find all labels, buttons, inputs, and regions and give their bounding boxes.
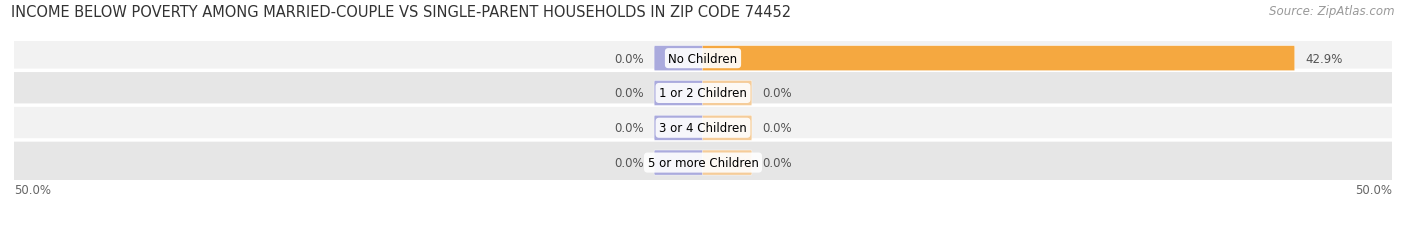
Text: 0.0%: 0.0% bbox=[762, 122, 792, 135]
Text: 0.0%: 0.0% bbox=[614, 52, 644, 65]
Text: No Children: No Children bbox=[668, 52, 738, 65]
FancyBboxPatch shape bbox=[10, 36, 1396, 82]
FancyBboxPatch shape bbox=[703, 150, 752, 175]
FancyBboxPatch shape bbox=[703, 81, 752, 106]
Text: 5 or more Children: 5 or more Children bbox=[648, 156, 758, 169]
Text: 0.0%: 0.0% bbox=[614, 87, 644, 100]
FancyBboxPatch shape bbox=[10, 106, 1396, 151]
FancyBboxPatch shape bbox=[10, 140, 1396, 185]
Text: 0.0%: 0.0% bbox=[762, 156, 792, 169]
Text: 0.0%: 0.0% bbox=[762, 87, 792, 100]
FancyBboxPatch shape bbox=[654, 116, 703, 141]
Text: 42.9%: 42.9% bbox=[1305, 52, 1343, 65]
Text: INCOME BELOW POVERTY AMONG MARRIED-COUPLE VS SINGLE-PARENT HOUSEHOLDS IN ZIP COD: INCOME BELOW POVERTY AMONG MARRIED-COUPL… bbox=[11, 5, 792, 20]
FancyBboxPatch shape bbox=[10, 71, 1396, 116]
Text: Source: ZipAtlas.com: Source: ZipAtlas.com bbox=[1270, 5, 1395, 18]
FancyBboxPatch shape bbox=[654, 81, 703, 106]
Text: 50.0%: 50.0% bbox=[14, 183, 51, 196]
FancyBboxPatch shape bbox=[703, 116, 752, 141]
FancyBboxPatch shape bbox=[654, 150, 703, 175]
FancyBboxPatch shape bbox=[703, 46, 1295, 71]
Text: 3 or 4 Children: 3 or 4 Children bbox=[659, 122, 747, 135]
Text: 0.0%: 0.0% bbox=[614, 122, 644, 135]
FancyBboxPatch shape bbox=[654, 46, 703, 71]
Text: 50.0%: 50.0% bbox=[1355, 183, 1392, 196]
Text: 0.0%: 0.0% bbox=[614, 156, 644, 169]
Text: 1 or 2 Children: 1 or 2 Children bbox=[659, 87, 747, 100]
